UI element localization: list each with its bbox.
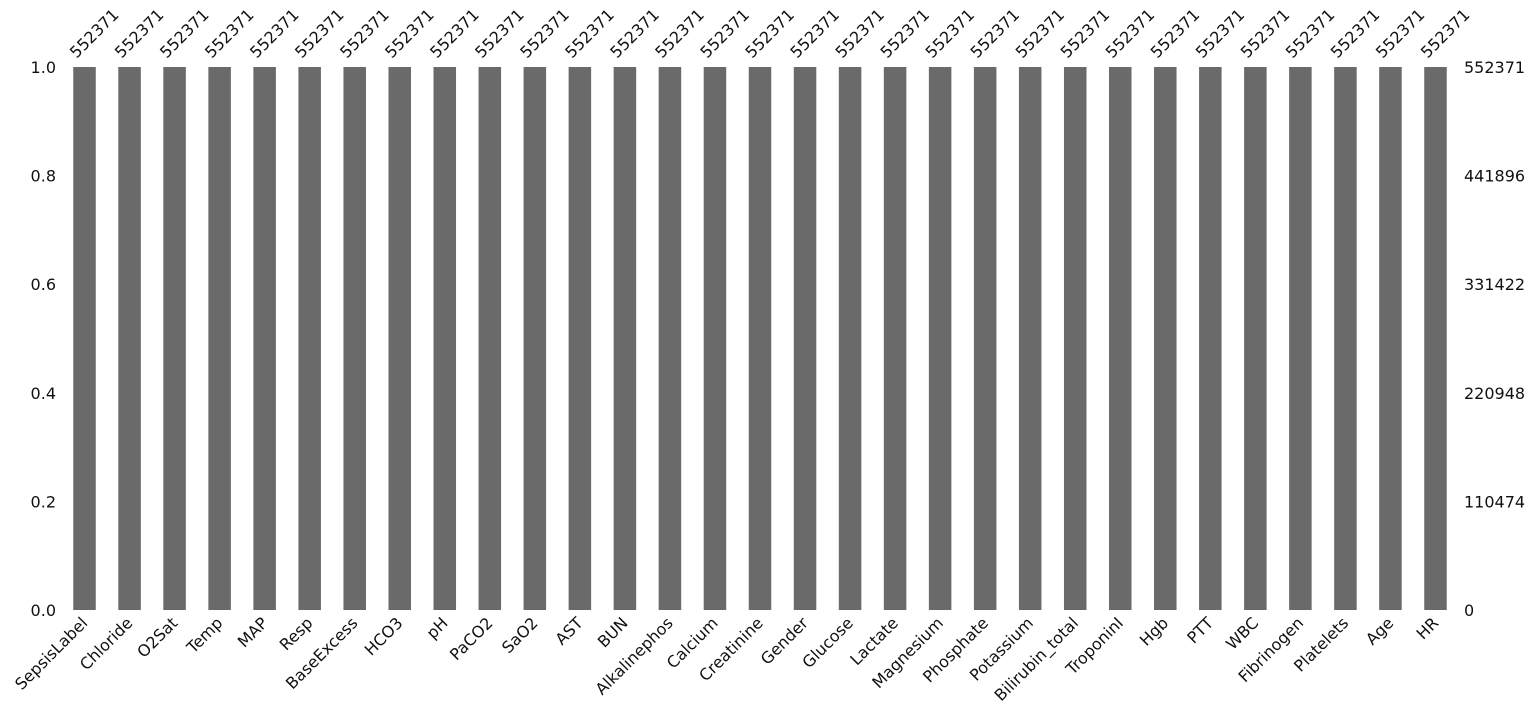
category-label: BUN	[594, 613, 632, 651]
bar-wbc	[1244, 67, 1267, 610]
count-label: 552371	[156, 5, 213, 62]
bar-alkalinephos	[658, 67, 682, 610]
count-label: 552371	[651, 5, 708, 62]
y-tick-label-left: 0.0	[31, 601, 56, 620]
count-label: 552371	[1372, 5, 1429, 62]
bar-resp	[298, 67, 321, 610]
bar-sepsislabel	[73, 67, 96, 610]
bar-sao2	[523, 67, 547, 610]
count-label: 552371	[1417, 5, 1474, 62]
bar-ph	[433, 67, 457, 610]
bar-ast	[568, 67, 592, 610]
y-tick-label-left: 0.8	[31, 167, 56, 186]
bar-calcium	[703, 67, 727, 610]
count-label: 552371	[471, 5, 528, 62]
count-label: 552371	[1237, 5, 1294, 62]
count-label: 552371	[381, 5, 438, 62]
bar-temp	[208, 67, 231, 610]
count-label: 552371	[336, 5, 393, 62]
bar-paco2	[478, 67, 502, 610]
count-label: 552371	[1102, 5, 1159, 62]
bar-lactate	[883, 67, 907, 610]
category-label: Hgb	[1136, 613, 1172, 649]
category-label: HCO3	[361, 613, 407, 659]
bar-phosphate	[973, 67, 997, 610]
category-label: WBC	[1222, 613, 1262, 653]
count-label: 552371	[1147, 5, 1204, 62]
count-label: 552371	[66, 5, 123, 62]
category-label: SaO2	[498, 613, 542, 657]
y-tick-label-right: 552371	[1464, 58, 1525, 77]
category-label: Temp	[182, 613, 226, 657]
right-y-axis: 0 110474 220948 331422 441896 552371	[1464, 58, 1525, 620]
bar-ptt	[1199, 67, 1222, 610]
category-label: O2Sat	[133, 613, 181, 661]
category-label: MAP	[234, 613, 272, 651]
bar-gender	[793, 67, 817, 610]
category-label: SepsisLabel	[11, 613, 91, 693]
count-labels: 5523715523715523715523715523715523715523…	[66, 5, 1474, 62]
y-tick-label-right: 0	[1464, 601, 1474, 620]
category-label: PTT	[1183, 613, 1217, 647]
bar-age	[1379, 67, 1402, 610]
bar-platelets	[1334, 67, 1357, 610]
y-tick-label-right: 441896	[1464, 167, 1525, 186]
count-label: 552371	[1282, 5, 1339, 62]
bars	[73, 67, 1447, 610]
category-label: Age	[1362, 613, 1397, 648]
bar-hgb	[1154, 67, 1177, 610]
category-label: pH	[422, 613, 451, 642]
count-label: 552371	[516, 5, 573, 62]
bar-bilirubin-total	[1063, 67, 1087, 610]
count-label: 552371	[1012, 5, 1069, 62]
bar-glucose	[838, 67, 862, 610]
bar-potassium	[1018, 67, 1042, 610]
count-label: 552371	[1192, 5, 1249, 62]
count-label: 552371	[922, 5, 979, 62]
bar-hr	[1424, 67, 1447, 610]
count-label: 552371	[606, 5, 663, 62]
count-label: 552371	[246, 5, 303, 62]
y-tick-label-left: 1.0	[31, 58, 56, 77]
left-y-axis: 0.0 0.2 0.4 0.6 0.8 1.0	[31, 58, 56, 620]
bar-magnesium	[928, 67, 952, 610]
bar-fibrinogen	[1289, 67, 1312, 610]
y-tick-label-left: 0.4	[31, 384, 56, 403]
count-label: 552371	[741, 5, 798, 62]
y-tick-label-left: 0.6	[31, 275, 56, 294]
count-label: 552371	[876, 5, 933, 62]
count-label: 552371	[1057, 5, 1114, 62]
category-label: Resp	[276, 613, 317, 654]
count-label: 552371	[291, 5, 348, 62]
category-label: HR	[1413, 613, 1443, 643]
bar-baseexcess	[343, 67, 366, 610]
count-label: 552371	[696, 5, 753, 62]
bar-map	[253, 67, 276, 610]
count-label: 552371	[426, 5, 483, 62]
count-label: 552371	[201, 5, 258, 62]
bar-bun	[613, 67, 637, 610]
count-label: 552371	[786, 5, 843, 62]
bar-troponini	[1109, 67, 1132, 610]
count-label: 552371	[111, 5, 168, 62]
count-label: 552371	[831, 5, 888, 62]
count-label: 552371	[1327, 5, 1384, 62]
y-tick-label-right: 220948	[1464, 384, 1525, 403]
bar-o2sat	[163, 67, 186, 610]
bar-chloride	[118, 67, 141, 610]
y-tick-label-right: 110474	[1464, 492, 1525, 511]
bar-hco3	[388, 67, 411, 610]
category-label: PaCO2	[446, 613, 497, 664]
count-label: 552371	[561, 5, 618, 62]
category-label: AST	[551, 613, 586, 648]
y-tick-label-left: 0.2	[31, 492, 56, 511]
y-tick-label-right: 331422	[1464, 275, 1525, 294]
bar-creatinine	[748, 67, 772, 610]
count-label: 552371	[967, 5, 1024, 62]
